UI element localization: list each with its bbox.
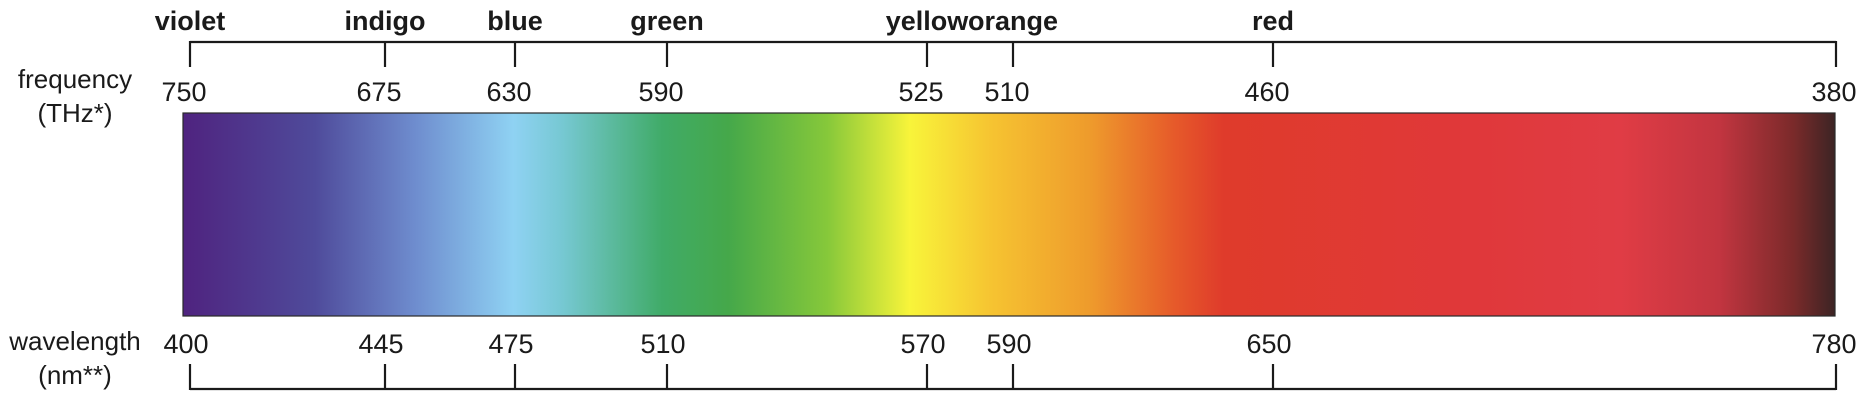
wavelength-value-red: 650 (1246, 329, 1291, 359)
color-label-violet: violet (155, 6, 226, 36)
frequency-value-green: 590 (638, 77, 683, 107)
color-label-indigo: indigo (345, 6, 426, 36)
frequency-value-yellow: 525 (898, 77, 943, 107)
color-label-orange: orange (968, 6, 1058, 36)
frequency-value-orange: 510 (984, 77, 1029, 107)
wavelength-tick-labels: 400 445 475 510 570 590 650 780 (163, 329, 1856, 359)
wavelength-value-blue: 475 (488, 329, 533, 359)
frequency-value-blue: 630 (486, 77, 531, 107)
wavelength-label-line1: wavelength (8, 326, 141, 356)
wavelength-value-green: 510 (640, 329, 685, 359)
color-label-yellow: yellow (886, 6, 970, 36)
frequency-axis-label: frequency (THz*) (18, 64, 132, 128)
wavelength-value-violet: 400 (163, 329, 208, 359)
color-label-blue: blue (487, 6, 543, 36)
color-name-labels: violet indigo blue green yellow orange red (155, 6, 1294, 36)
frequency-label-line1: frequency (18, 64, 132, 94)
bottom-bracket (188, 364, 1838, 391)
wavelength-value-end: 780 (1811, 329, 1856, 359)
frequency-label-line2: (THz*) (37, 98, 112, 128)
color-label-green: green (630, 6, 704, 36)
frequency-value-red: 460 (1244, 77, 1289, 107)
frequency-tick-labels: 750 675 630 590 525 510 460 380 (161, 77, 1856, 107)
frequency-value-end: 380 (1811, 77, 1856, 107)
spectrum-bar (182, 112, 1836, 317)
wavelength-label-line2: (nm**) (38, 360, 112, 390)
wavelength-value-indigo: 445 (358, 329, 403, 359)
top-bracket (188, 40, 1838, 67)
wavelength-value-orange: 590 (986, 329, 1031, 359)
frequency-value-violet: 750 (161, 77, 206, 107)
frequency-value-indigo: 675 (356, 77, 401, 107)
color-label-red: red (1252, 6, 1294, 36)
wavelength-value-yellow: 570 (900, 329, 945, 359)
wavelength-axis-label: wavelength (nm**) (8, 326, 141, 390)
